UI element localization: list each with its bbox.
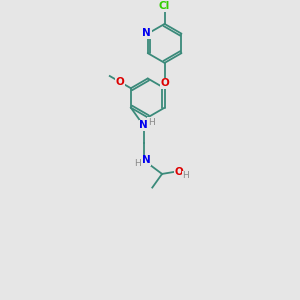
Text: H: H <box>182 171 189 180</box>
Text: N: N <box>142 155 151 165</box>
Text: O: O <box>160 78 169 88</box>
Text: Cl: Cl <box>159 2 170 11</box>
Text: N: N <box>142 28 151 38</box>
Text: N: N <box>139 120 148 130</box>
Text: H: H <box>148 118 155 127</box>
Text: O: O <box>116 77 124 87</box>
Text: H: H <box>134 159 141 168</box>
Text: O: O <box>174 167 183 177</box>
